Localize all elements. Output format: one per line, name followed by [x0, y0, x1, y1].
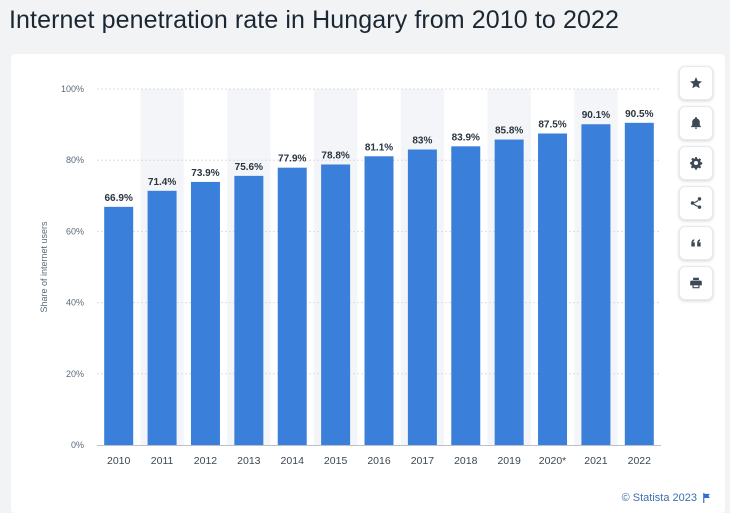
- cite-button[interactable]: [679, 226, 713, 260]
- data-label: 87.5%: [538, 120, 566, 131]
- data-label: 78.8%: [321, 150, 349, 161]
- bar[interactable]: [147, 190, 177, 445]
- data-label: 85.8%: [495, 126, 523, 137]
- star-icon: [690, 77, 702, 89]
- x-tick-label: 2021: [584, 455, 608, 467]
- data-label: 66.9%: [105, 193, 133, 204]
- page-title: Internet penetration rate in Hungary fro…: [9, 6, 619, 34]
- flag-icon: [703, 493, 710, 503]
- x-tick-label: 2017: [411, 455, 435, 467]
- bar[interactable]: [494, 139, 524, 445]
- quote-icon: [691, 239, 701, 247]
- bar[interactable]: [321, 164, 351, 446]
- x-axis-ticks: 2010 2011 2012 2013 2014 2015 2016 2017 2018 2019…: [107, 455, 651, 467]
- bar[interactable]: [104, 206, 134, 445]
- print-button[interactable]: [679, 266, 713, 300]
- bar[interactable]: [364, 156, 394, 445]
- x-tick-label: 2018: [454, 455, 478, 467]
- y-tick-label: 20%: [66, 369, 84, 379]
- favorite-button[interactable]: [679, 66, 713, 100]
- settings-button[interactable]: [679, 146, 713, 180]
- bar[interactable]: [190, 181, 220, 445]
- bell-icon: [691, 117, 701, 129]
- chart-toolbar: [679, 66, 713, 300]
- x-tick-label: 2013: [237, 455, 261, 467]
- data-label: 77.9%: [278, 154, 306, 165]
- source-text: © Statista 2023: [621, 492, 697, 504]
- x-tick-label: 2014: [281, 455, 305, 467]
- x-tick-label: 2015: [324, 455, 348, 467]
- source-credit[interactable]: © Statista 2023: [622, 492, 711, 504]
- x-tick-label: 2022: [628, 455, 652, 467]
- bar-chart: 0% 20% 40% 60% 80% 100% 66.9% 71.4% 73.9% 75.6% 7…: [39, 84, 661, 467]
- data-label: 81.1%: [365, 142, 393, 153]
- x-tick-label: 2016: [367, 455, 391, 467]
- x-tick-label: 2012: [194, 455, 218, 467]
- y-tick-label: 60%: [66, 226, 84, 236]
- data-label: 83%: [412, 136, 432, 147]
- print-icon: [690, 277, 702, 289]
- data-labels: 66.9% 71.4% 73.9% 75.6% 77.9% 78.8% 81.1% 83% 83…: [105, 109, 654, 204]
- bar[interactable]: [581, 124, 611, 445]
- y-tick-label: 80%: [66, 155, 84, 165]
- notification-button[interactable]: [679, 106, 713, 140]
- y-tick-label: 0%: [71, 440, 84, 450]
- bar[interactable]: [538, 133, 568, 446]
- bars: [104, 122, 654, 446]
- y-tick-label: 40%: [66, 298, 84, 308]
- y-axis-ticks: 0% 20% 40% 60% 80% 100%: [61, 84, 84, 450]
- chart-card: 0% 20% 40% 60% 80% 100% 66.9% 71.4% 73.9% 75.6% 7…: [11, 54, 725, 513]
- bar[interactable]: [624, 122, 654, 445]
- data-label: 83.9%: [452, 132, 480, 143]
- share-icon: [690, 197, 702, 209]
- bar[interactable]: [234, 175, 264, 445]
- y-tick-label: 100%: [61, 84, 84, 94]
- gear-icon: [690, 157, 703, 170]
- data-label: 90.1%: [582, 110, 610, 121]
- x-tick-label: 2011: [151, 455, 174, 467]
- bar[interactable]: [451, 146, 481, 445]
- x-tick-label: 2010: [107, 455, 131, 467]
- x-tick-label: 2020*: [539, 455, 566, 467]
- bar[interactable]: [277, 167, 307, 445]
- bar[interactable]: [407, 149, 437, 445]
- share-button[interactable]: [679, 186, 713, 220]
- x-tick-label: 2019: [497, 455, 521, 467]
- y-axis-title: Share of internet users: [39, 221, 49, 313]
- data-label: 75.6%: [235, 162, 263, 173]
- data-label: 90.5%: [625, 109, 653, 120]
- data-label: 73.9%: [191, 168, 219, 179]
- data-label: 71.4%: [148, 177, 176, 188]
